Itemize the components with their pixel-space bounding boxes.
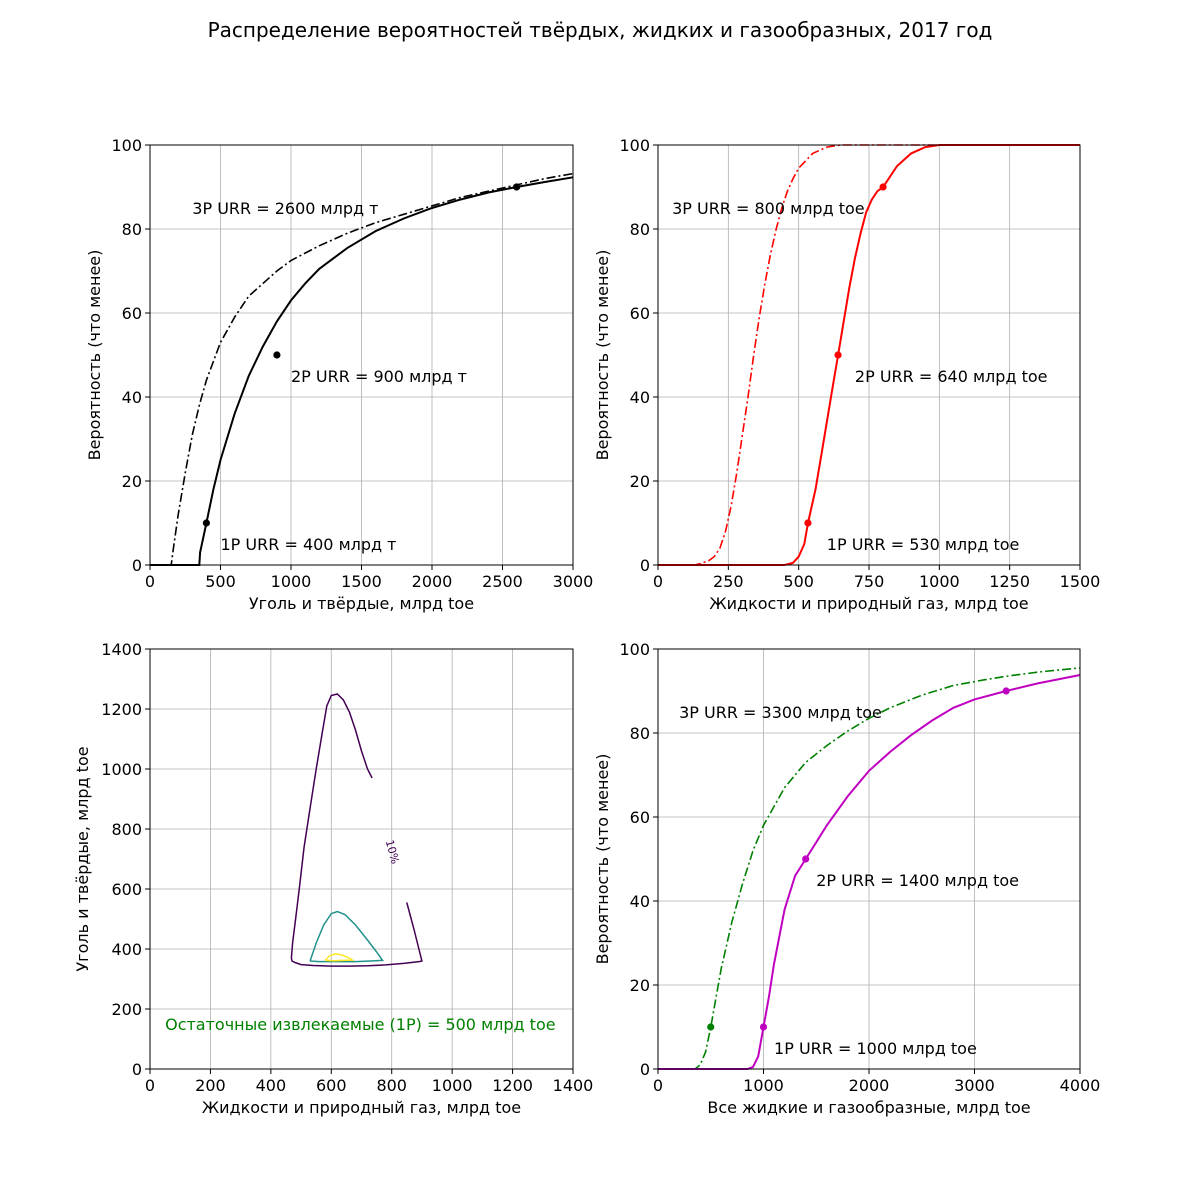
series-line-2	[150, 176, 574, 566]
data-point	[879, 183, 887, 191]
data-point	[1002, 687, 1010, 695]
chart-panel-1: 3P URR = 2600 млрд т 2P URR = 900 млрд т 1…	[85, 136, 593, 613]
x-tick-label: 500	[205, 572, 236, 591]
x-tick-label: 1400	[553, 1076, 594, 1095]
x-tick-label: 1000	[743, 1076, 784, 1095]
annotation-label: 3P URR = 2600 млрд т	[192, 199, 378, 218]
data-point	[513, 183, 521, 191]
x-tick-label: 1500	[341, 572, 382, 591]
y-tick-label: 100	[619, 136, 650, 155]
y-axis-label: Уголь и твёрдые, млрд toe	[73, 746, 92, 971]
y-tick-label: 80	[630, 724, 650, 743]
x-axis-label: Жидкости и природный газ, млрд toe	[202, 1098, 521, 1117]
figure-title: Распределение вероятностей твёрдых, жидк…	[207, 18, 993, 42]
x-tick-label: 750	[854, 572, 885, 591]
x-tick-label: 800	[376, 1076, 407, 1095]
chart-panel-2: 3P URR = 800 млрд toe 2P URR = 640 млрд t…	[593, 136, 1100, 613]
annotation-label: 1P URR = 1000 млрд toe	[774, 1039, 977, 1058]
x-tick-label: 0	[145, 1076, 155, 1095]
data-point	[707, 1023, 715, 1031]
y-tick-label: 0	[132, 1060, 142, 1079]
data-point	[759, 1023, 768, 1031]
x-tick-label: 400	[256, 1076, 287, 1095]
x-tick-label: 1000	[432, 1076, 473, 1095]
y-tick-label: 40	[630, 388, 650, 407]
contour-line-3	[324, 953, 355, 962]
y-tick-label: 20	[630, 472, 650, 491]
y-axis-label: Вероятность (что менее)	[593, 250, 612, 461]
x-tick-label: 4000	[1060, 1076, 1101, 1095]
x-tick-label: 2500	[482, 572, 523, 591]
series-line-1	[658, 144, 1080, 566]
y-tick-label: 0	[640, 556, 650, 575]
y-tick-label: 200	[111, 1000, 142, 1019]
y-tick-label: 600	[111, 880, 142, 899]
y-tick-label: 80	[630, 220, 650, 239]
y-tick-label: 100	[619, 640, 650, 659]
x-tick-label: 1200	[492, 1076, 533, 1095]
y-axis-label: Вероятность (что менее)	[85, 250, 104, 461]
annotation-label: 1P URR = 530 млрд toe	[827, 535, 1020, 554]
series-line-1	[658, 667, 1081, 1070]
series-line-2	[658, 674, 1081, 1070]
y-axis-label: Вероятность (что менее)	[593, 754, 612, 965]
x-tick-label: 2000	[849, 1076, 890, 1095]
y-tick-label: 0	[132, 556, 142, 575]
annotation-label: 2P URR = 640 млрд toe	[855, 367, 1048, 386]
x-tick-label: 3000	[954, 1076, 995, 1095]
data-point	[273, 351, 281, 359]
x-tick-label: 2000	[412, 572, 453, 591]
data-point	[834, 351, 842, 359]
series-line-1	[150, 172, 574, 566]
y-tick-label: 0	[640, 1060, 650, 1079]
contour-line-2	[309, 910, 385, 963]
axes-frame	[149, 648, 574, 1070]
y-tick-label: 40	[122, 388, 142, 407]
x-tick-label: 0	[145, 572, 155, 591]
chart-panel-3: 10% Остаточные извлекаемые (1P) = 500 млр…	[73, 640, 593, 1117]
y-tick-label: 80	[122, 220, 142, 239]
y-tick-label: 1400	[101, 640, 142, 659]
x-tick-label: 1000	[271, 572, 312, 591]
annotation-label: Остаточные извлекаемые (1P) = 500 млрд t…	[165, 1015, 555, 1034]
chart-panel-4: 3P URR = 3300 млрд toe 2P URR = 1400 млрд…	[593, 640, 1100, 1117]
x-tick-label: 500	[783, 572, 814, 591]
annotation-label: 1P URR = 400 млрд т	[221, 535, 397, 554]
x-axis-label: Все жидкие и газообразные, млрд toe	[707, 1098, 1030, 1117]
data-point	[202, 519, 210, 527]
y-tick-label: 40	[630, 892, 650, 911]
contour-line-1	[290, 693, 423, 967]
x-tick-label: 250	[713, 572, 744, 591]
y-tick-label: 1200	[101, 700, 142, 719]
x-tick-label: 200	[195, 1076, 226, 1095]
series-line-2	[658, 144, 1080, 566]
x-tick-label: 1500	[1060, 572, 1101, 591]
x-tick-label: 600	[316, 1076, 347, 1095]
x-tick-label: 3000	[553, 572, 594, 591]
y-tick-label: 1000	[101, 760, 142, 779]
annotation-label: 3P URR = 800 млрд toe	[672, 199, 865, 218]
x-tick-label: 0	[653, 1076, 663, 1095]
y-tick-label: 100	[111, 136, 142, 155]
x-tick-label: 1250	[989, 572, 1030, 591]
data-point	[802, 855, 810, 863]
x-tick-label: 0	[653, 572, 663, 591]
x-axis-label: Уголь и твёрдые, млрд toe	[249, 594, 474, 613]
y-tick-label: 60	[630, 304, 650, 323]
x-axis-label: Жидкости и природный газ, млрд toe	[709, 594, 1028, 613]
annotation-label: 3P URR = 3300 млрд toe	[679, 703, 882, 722]
y-tick-label: 400	[111, 940, 142, 959]
y-tick-label: 60	[630, 808, 650, 827]
annotation-label: 2P URR = 900 млрд т	[291, 367, 467, 386]
x-tick-label: 1000	[919, 572, 960, 591]
contour-label: 10%	[383, 838, 402, 865]
data-point	[804, 519, 812, 527]
y-tick-label: 20	[630, 976, 650, 995]
annotation-label: 2P URR = 1400 млрд toe	[816, 871, 1019, 890]
y-tick-label: 60	[122, 304, 142, 323]
y-tick-label: 20	[122, 472, 142, 491]
y-tick-label: 800	[111, 820, 142, 839]
